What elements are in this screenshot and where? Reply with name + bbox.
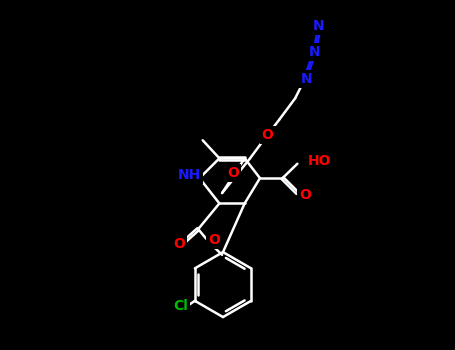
- Text: Cl: Cl: [173, 299, 188, 313]
- Text: O: O: [299, 188, 312, 202]
- Text: O: O: [208, 233, 220, 247]
- Text: NH: NH: [178, 168, 201, 182]
- Text: O: O: [262, 128, 273, 142]
- Text: N: N: [309, 45, 320, 59]
- Text: N: N: [313, 19, 325, 33]
- Text: N: N: [301, 72, 312, 86]
- Text: O: O: [173, 237, 185, 251]
- Text: O: O: [228, 166, 239, 180]
- Text: HO: HO: [307, 154, 331, 168]
